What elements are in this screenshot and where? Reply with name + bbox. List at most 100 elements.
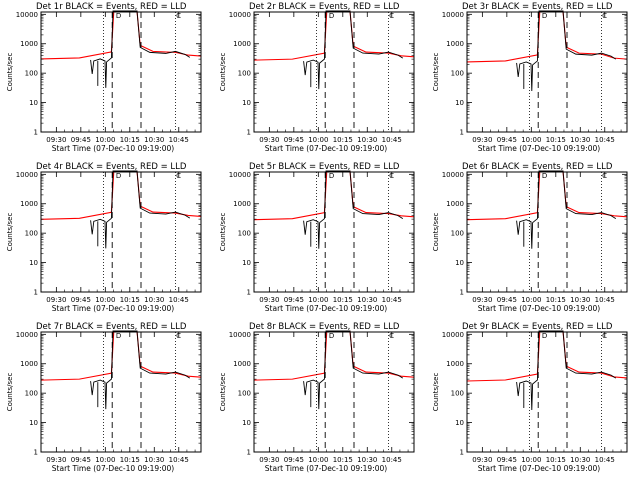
events-series-line <box>516 10 617 91</box>
y-tick-label: 1000 <box>20 360 38 368</box>
x-axis-label: Start Time (07-Dec-10 09:19:00) <box>478 464 600 473</box>
y-tick-label: 10000 <box>229 331 251 339</box>
x-tick-label: 09:30 <box>472 456 492 464</box>
x-tick-label: 10:30 <box>357 296 377 304</box>
panel-title: Det 4r BLACK = Events, RED = LLD <box>36 162 187 172</box>
x-tick-label: 09:30 <box>259 456 279 464</box>
panel-title: Det 6r BLACK = Events, RED = LLD <box>462 162 613 172</box>
y-tick-label: 10 <box>242 99 251 107</box>
y-tick-label: 10 <box>29 99 38 107</box>
marker-letter-d: D <box>329 332 334 340</box>
y-axis-label: Counts/sec <box>219 213 227 252</box>
x-tick-label: 10:45 <box>595 296 615 304</box>
panel-title: Det 5r BLACK = Events, RED = LLD <box>249 162 400 172</box>
y-tick-label: 10 <box>29 259 38 267</box>
x-tick-label: 10:00 <box>521 136 541 144</box>
y-axis-label: Counts/sec <box>432 53 440 92</box>
x-tick-label: 10:00 <box>95 456 115 464</box>
y-tick-label: 10000 <box>229 11 251 19</box>
x-tick-label: 10:15 <box>333 456 353 464</box>
detector-panel: Det 6r BLACK = Events, RED = LLDDC110100… <box>432 162 628 313</box>
x-axis-label: Start Time (07-Dec-10 09:19:00) <box>52 304 174 313</box>
x-tick-label: 10:00 <box>521 456 541 464</box>
x-axis-label: Start Time (07-Dec-10 09:19:00) <box>265 304 387 313</box>
x-tick-label: 09:45 <box>284 136 304 144</box>
x-tick-label: 09:30 <box>472 296 492 304</box>
y-axis-label: Counts/sec <box>432 213 440 252</box>
y-axis-label: Counts/sec <box>432 373 440 412</box>
y-axis-label: Counts/sec <box>6 373 14 412</box>
x-tick-label: 10:00 <box>308 456 328 464</box>
y-tick-label: 10000 <box>442 331 464 339</box>
x-tick-label: 10:45 <box>169 136 189 144</box>
y-tick-label: 1 <box>247 449 251 457</box>
y-tick-label: 10000 <box>229 171 251 179</box>
x-tick-label: 09:45 <box>284 296 304 304</box>
x-tick-label: 10:15 <box>120 456 140 464</box>
detector-panel: Det 8r BLACK = Events, RED = LLDDC110100… <box>219 322 415 473</box>
plot-frame <box>466 11 628 133</box>
x-tick-label: 10:30 <box>570 296 590 304</box>
plot-frame <box>40 331 202 453</box>
x-tick-label: 10:15 <box>333 136 353 144</box>
x-axis-label: Start Time (07-Dec-10 09:19:00) <box>52 464 174 473</box>
x-tick-label: 10:30 <box>570 136 590 144</box>
x-tick-label: 10:15 <box>120 296 140 304</box>
panel-title: Det 8r BLACK = Events, RED = LLD <box>249 322 400 332</box>
panel-title: Det 7r BLACK = Events, RED = LLD <box>36 322 187 332</box>
detector-panel: Det 5r BLACK = Events, RED = LLDDC110100… <box>219 162 415 313</box>
events-series-line <box>303 330 404 410</box>
y-tick-label: 1 <box>34 449 38 457</box>
y-axis-label: Counts/sec <box>219 53 227 92</box>
x-tick-label: 10:30 <box>357 456 377 464</box>
x-axis-label: Start Time (07-Dec-10 09:19:00) <box>478 304 600 313</box>
plot-frame <box>466 331 628 453</box>
y-tick-label: 10 <box>455 419 464 427</box>
y-tick-label: 1000 <box>233 360 251 368</box>
x-tick-label: 09:45 <box>71 456 91 464</box>
x-tick-label: 10:00 <box>95 136 115 144</box>
x-tick-label: 10:30 <box>144 136 164 144</box>
y-tick-label: 10000 <box>16 11 38 19</box>
x-tick-label: 10:45 <box>382 456 402 464</box>
y-tick-label: 1 <box>34 129 38 137</box>
y-tick-label: 100 <box>25 70 38 78</box>
y-tick-label: 1000 <box>446 360 464 368</box>
detector-panel: Det 7r BLACK = Events, RED = LLDDC110100… <box>6 322 202 473</box>
x-axis-label: Start Time (07-Dec-10 09:19:00) <box>52 144 174 153</box>
x-tick-label: 10:30 <box>144 296 164 304</box>
panel-title: Det 3r BLACK = Events, RED = LLD <box>462 2 613 12</box>
y-tick-label: 10 <box>242 419 251 427</box>
events-series-line <box>90 170 191 249</box>
y-axis-label: Counts/sec <box>6 53 14 92</box>
plot-frame <box>40 11 202 133</box>
y-axis-label: Counts/sec <box>6 213 14 252</box>
marker-letter-d: D <box>329 12 334 20</box>
x-tick-label: 09:45 <box>284 456 304 464</box>
plot-frame <box>253 171 415 293</box>
y-tick-label: 1 <box>460 129 464 137</box>
y-tick-label: 10000 <box>16 171 38 179</box>
x-tick-label: 10:15 <box>546 296 566 304</box>
x-tick-label: 09:45 <box>71 296 91 304</box>
plot-frame <box>253 331 415 453</box>
detector-panel: Det 2r BLACK = Events, RED = LLDDC110100… <box>219 2 415 153</box>
events-series-line <box>90 330 191 410</box>
x-tick-label: 10:00 <box>95 296 115 304</box>
x-tick-label: 10:15 <box>333 296 353 304</box>
x-tick-label: 09:30 <box>46 456 66 464</box>
marker-letter-d: D <box>542 172 547 180</box>
x-axis-label: Start Time (07-Dec-10 09:19:00) <box>478 144 600 153</box>
y-tick-label: 100 <box>238 390 251 398</box>
events-series-line <box>90 10 191 88</box>
y-tick-label: 100 <box>451 230 464 238</box>
y-tick-label: 10 <box>455 259 464 267</box>
events-series-line <box>516 170 617 249</box>
x-tick-label: 10:45 <box>595 136 615 144</box>
y-tick-label: 1 <box>460 449 464 457</box>
y-tick-label: 100 <box>25 390 38 398</box>
x-tick-label: 09:30 <box>259 296 279 304</box>
y-tick-label: 10 <box>29 419 38 427</box>
y-tick-label: 1 <box>247 129 251 137</box>
